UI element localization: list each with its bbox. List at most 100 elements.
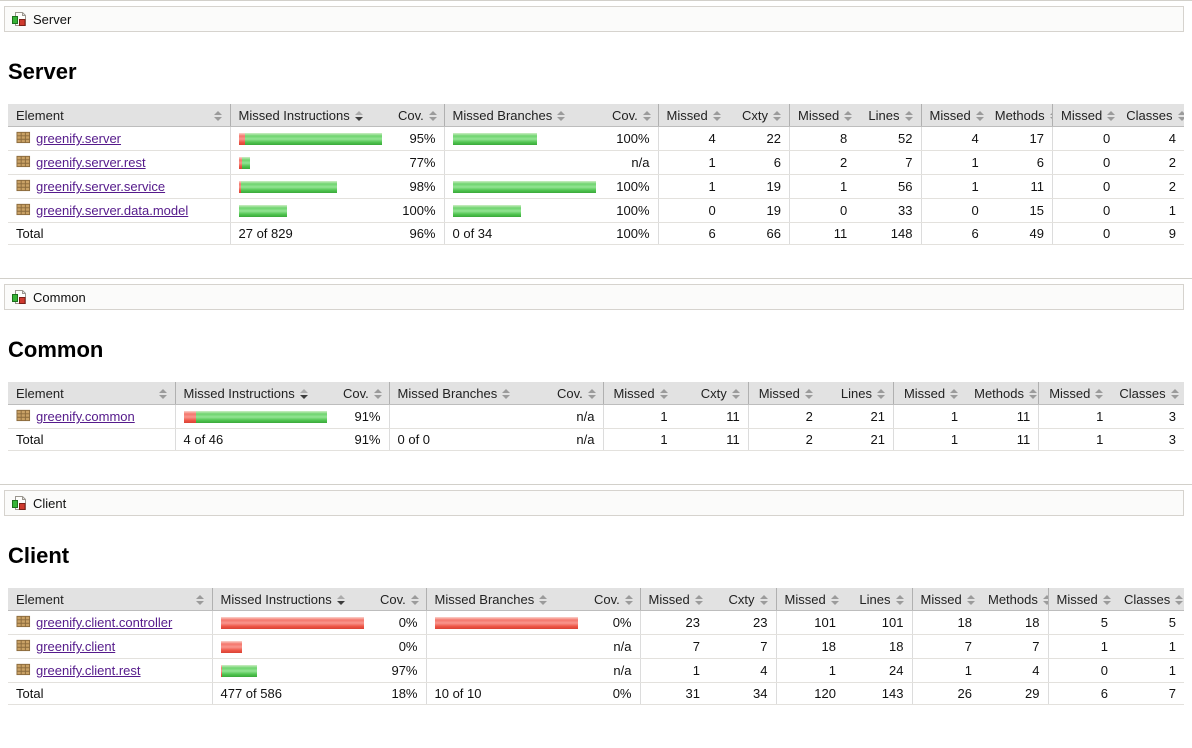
column-header-label: Classes: [1124, 592, 1171, 608]
package-link[interactable]: greenify.server.service: [36, 179, 166, 195]
column-header-lines-8[interactable]: Lines: [844, 588, 912, 612]
package-row: greenify.common 91% n/a 1 11 2 21 1 11 1 3: [8, 404, 1184, 430]
total-metric-value: 6: [657, 222, 724, 246]
total-metric-value: 31: [639, 682, 708, 706]
missed-branches-bar-cell: [388, 404, 549, 430]
total-metric-value: 6: [920, 222, 987, 246]
column-header-lines-8[interactable]: Lines: [820, 382, 894, 406]
sort-arrows-icon: [844, 110, 853, 121]
column-header-missed-instructions-1[interactable]: Missed Instructions: [174, 382, 335, 406]
package-link[interactable]: greenify.client: [36, 639, 116, 655]
column-header-methods-10[interactable]: Methods: [986, 104, 1053, 128]
column-header-label: Missed: [903, 386, 946, 402]
column-header-missed-9[interactable]: Missed: [893, 382, 967, 406]
column-header-missed-branches-3[interactable]: Missed Branches: [443, 104, 604, 128]
breadcrumb: Common: [4, 284, 1184, 311]
column-header-classes-12[interactable]: Classes: [1116, 588, 1184, 612]
column-header-label: Lines: [868, 108, 900, 124]
column-header-missed-5[interactable]: Missed: [602, 382, 676, 406]
column-header-missed-9[interactable]: Missed: [920, 104, 987, 128]
branches-coverage-pct: 100%: [604, 198, 658, 224]
metric-value: 6: [723, 150, 790, 176]
column-header-missed-11[interactable]: Missed: [1038, 382, 1112, 406]
covered-bar-segment: [452, 132, 537, 145]
package-row: greenify.client.controller 0% 0% 23 23 101 101…: [8, 610, 1184, 636]
column-header-methods-10[interactable]: Methods: [980, 588, 1048, 612]
covered-bar-segment: [241, 156, 250, 169]
missed-instructions-bar-cell: [174, 404, 335, 430]
column-header-label: Missed Instructions: [220, 592, 332, 608]
total-label: Total: [8, 222, 230, 246]
package-link[interactable]: greenify.server: [36, 131, 122, 147]
column-header-cov--2[interactable]: Cov.: [335, 382, 389, 406]
sort-arrows-icon: [158, 389, 167, 400]
column-header-missed-7[interactable]: Missed: [789, 104, 856, 128]
total-missed-instructions: 4 of 46: [174, 428, 335, 452]
total-branches-coverage-pct: 100%: [604, 222, 658, 246]
total-metric-value: 21: [820, 428, 894, 452]
section-title: Common: [8, 337, 104, 363]
column-header-cxty-6[interactable]: Cxty: [723, 104, 790, 128]
column-header-classes-12[interactable]: Classes: [1118, 104, 1184, 128]
metric-value: 23: [639, 610, 708, 636]
sort-arrows-icon: [731, 388, 740, 399]
metric-value: 1: [1118, 198, 1184, 224]
package-cell: greenify.client: [8, 634, 212, 660]
column-header-cov--4[interactable]: Cov.: [604, 104, 658, 128]
column-header-missed-7[interactable]: Missed: [775, 588, 844, 612]
section-title: Client: [8, 543, 70, 569]
column-header-missed-7[interactable]: Missed: [747, 382, 821, 406]
column-header-missed-5[interactable]: Missed: [639, 588, 708, 612]
coverage-bar: [238, 132, 382, 145]
package-link[interactable]: greenify.server.rest: [36, 155, 146, 171]
column-header-missed-11[interactable]: Missed: [1052, 104, 1119, 128]
metric-value: 15: [986, 198, 1053, 224]
branches-coverage-pct: n/a: [604, 150, 658, 176]
sort-arrows-icon: [373, 388, 382, 399]
total-metric-value: 26: [911, 682, 980, 706]
column-header-missed-9[interactable]: Missed: [911, 588, 980, 612]
column-header-cov--2[interactable]: Cov.: [372, 588, 426, 612]
missed-bar-segment: [238, 132, 246, 145]
column-header-cov--4[interactable]: Cov.: [586, 588, 640, 612]
column-header-label: Cov.: [398, 108, 424, 124]
sort-arrows-icon: [539, 594, 548, 605]
metric-value: 4: [657, 126, 724, 152]
package-link[interactable]: greenify.client.rest: [36, 663, 141, 679]
column-header-cxty-6[interactable]: Cxty: [708, 588, 776, 612]
package-link[interactable]: greenify.client.controller: [36, 615, 173, 631]
column-header-cov--2[interactable]: Cov.: [390, 104, 444, 128]
package-cell: greenify.server.service: [8, 174, 230, 200]
column-header-missed-instructions-1[interactable]: Missed Instructions: [211, 588, 372, 612]
column-header-classes-12[interactable]: Classes: [1111, 382, 1184, 406]
column-header-label: Element: [16, 386, 64, 402]
column-header-cxty-6[interactable]: Cxty: [675, 382, 749, 406]
column-header-missed-branches-3[interactable]: Missed Branches: [388, 382, 549, 406]
branches-coverage-pct: n/a: [586, 634, 640, 660]
coverage-table: Element Missed Instructions Cov. Missed Bra…: [8, 588, 1184, 706]
total-metric-value: 49: [986, 222, 1053, 246]
sort-arrows-icon: [877, 388, 885, 399]
package-link[interactable]: greenify.server.data.model: [36, 203, 189, 219]
column-header-missed-branches-3[interactable]: Missed Branches: [425, 588, 586, 612]
package-link[interactable]: greenify.common: [36, 409, 135, 425]
covered-bar-segment: [452, 180, 596, 193]
column-header-element-0[interactable]: Element: [8, 382, 175, 406]
column-header-element-0[interactable]: Element: [8, 588, 212, 612]
metric-value: 101: [844, 610, 912, 636]
column-header-label: Missed: [1049, 386, 1091, 402]
column-header-missed-11[interactable]: Missed: [1047, 588, 1116, 612]
column-header-methods-10[interactable]: Methods: [966, 382, 1039, 406]
column-header-missed-5[interactable]: Missed: [657, 104, 724, 128]
section-divider: [0, 278, 1192, 280]
column-header-element-0[interactable]: Element: [8, 104, 230, 128]
column-header-lines-8[interactable]: Lines: [855, 104, 921, 128]
column-header-missed-instructions-1[interactable]: Missed Instructions: [229, 104, 390, 128]
metric-value: 7: [855, 150, 921, 176]
table-header-row: Element Missed Instructions Cov. Missed Bra…: [8, 382, 1184, 406]
column-header-cov--4[interactable]: Cov.: [549, 382, 603, 406]
missed-branches-bar-cell: [443, 150, 604, 176]
column-header-label: Missed: [920, 592, 962, 608]
sort-arrows-icon: [975, 110, 984, 121]
package-cell: greenify.common: [8, 404, 175, 430]
